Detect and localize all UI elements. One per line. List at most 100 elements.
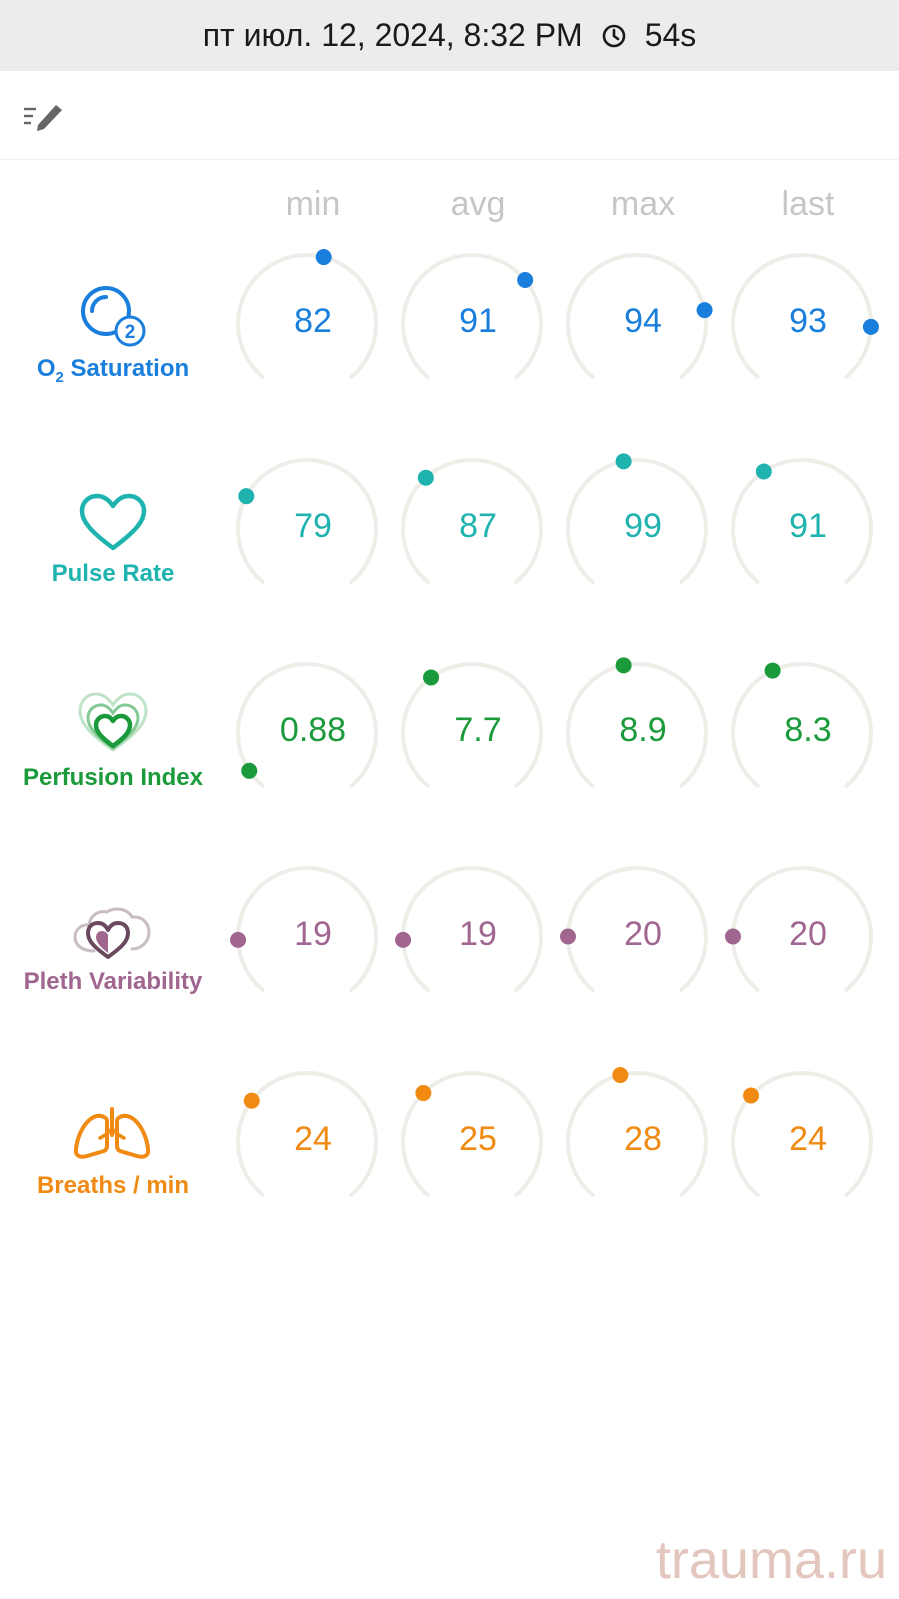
svg-text:2: 2 bbox=[125, 322, 136, 343]
gauge-pulse-last: 91 bbox=[728, 455, 888, 595]
metric-label-pvi: Pleth Variability bbox=[23, 968, 203, 995]
gauge-track bbox=[401, 458, 543, 584]
gauge-o2-last: 93 bbox=[728, 250, 888, 390]
gauge-rr-last: 24 bbox=[728, 1068, 888, 1208]
gauge-graphic bbox=[566, 1067, 708, 1197]
column-header-last: last bbox=[781, 185, 835, 223]
o2-label-rest: Saturation bbox=[63, 355, 190, 382]
gauge-track bbox=[236, 253, 378, 379]
gauge-value: 91 bbox=[459, 302, 497, 340]
gauge-graphic bbox=[236, 1071, 378, 1197]
session-datetime: пт июл. 12, 2024, 8:32 PM bbox=[202, 17, 583, 53]
gauge-track bbox=[236, 1071, 378, 1197]
gauge-track bbox=[731, 866, 873, 992]
gauge-value: 99 bbox=[624, 507, 662, 545]
gauge-graphic bbox=[731, 253, 879, 379]
gauge-indicator-dot bbox=[612, 1067, 629, 1084]
gauge-graphic bbox=[566, 453, 708, 584]
o2-label-main: O bbox=[36, 355, 56, 382]
metric-label-pi: Perfusion Index bbox=[22, 764, 204, 791]
gauge-indicator-dot bbox=[395, 931, 412, 948]
gauge-indicator-dot bbox=[241, 762, 258, 779]
gauge-track bbox=[731, 458, 873, 584]
gauge-track bbox=[401, 253, 543, 379]
column-header-max: max bbox=[610, 185, 676, 223]
gauge-track bbox=[236, 662, 378, 788]
gauge-o2-min: 82 bbox=[233, 249, 393, 390]
gauge-value: 24 bbox=[789, 1120, 827, 1158]
gauge-indicator-dot bbox=[315, 249, 332, 266]
gauge-value: 20 bbox=[789, 915, 827, 953]
gauge-value: 94 bbox=[624, 302, 662, 340]
gauge-track bbox=[401, 662, 543, 788]
gauge-track bbox=[401, 1071, 543, 1197]
gauge-pvi-min: 19 bbox=[230, 863, 393, 1003]
gauge-graphic bbox=[566, 657, 708, 788]
gauge-value: 7.7 bbox=[454, 711, 502, 749]
metric-label-o2: O2 Saturation bbox=[0, 355, 226, 386]
gauge-rr-min: 24 bbox=[233, 1068, 393, 1208]
gauge-pulse-max: 99 bbox=[563, 453, 723, 595]
gauge-value: 20 bbox=[624, 915, 662, 953]
gauge-pi-max: 8.9 bbox=[563, 657, 723, 799]
gauge-value: 93 bbox=[789, 302, 827, 340]
gauge-graphic bbox=[401, 1071, 543, 1197]
gauge-graphic bbox=[401, 253, 543, 379]
gauge-value: 87 bbox=[459, 507, 497, 545]
gauge-value: 19 bbox=[294, 915, 332, 953]
o2-label-sub: 2 bbox=[55, 368, 64, 386]
gauge-value: 8.3 bbox=[784, 711, 832, 749]
gauge-graphic bbox=[401, 458, 543, 584]
gauge-pulse-min: 79 bbox=[233, 455, 393, 595]
edit-notes-button[interactable] bbox=[22, 99, 66, 135]
gauge-track bbox=[566, 662, 708, 788]
gauge-indicator-dot bbox=[862, 318, 879, 335]
gauge-graphic bbox=[731, 1071, 873, 1197]
gauge-indicator-dot bbox=[243, 1092, 260, 1109]
gauge-graphic bbox=[230, 866, 378, 992]
metric-label-rr: Breaths / min bbox=[36, 1172, 190, 1199]
gauge-indicator-dot bbox=[615, 657, 632, 674]
gauge-rr-max: 28 bbox=[563, 1067, 723, 1208]
gauge-indicator-dot bbox=[230, 931, 247, 948]
gauge-pi-min: 0.88 bbox=[233, 659, 393, 799]
toolbar bbox=[0, 71, 899, 160]
gauge-graphic bbox=[566, 253, 713, 379]
status-bar: пт июл. 12, 2024, 8:32 PM 54s bbox=[0, 0, 899, 71]
gauge-graphic bbox=[725, 866, 873, 992]
lungs-icon bbox=[72, 1105, 152, 1166]
watermark: trauma.ru bbox=[655, 1530, 887, 1590]
cloud-heart-icon bbox=[72, 905, 152, 966]
gauge-graphic bbox=[236, 249, 378, 379]
gauge-indicator-dot bbox=[417, 469, 434, 486]
gauge-value: 28 bbox=[624, 1120, 662, 1158]
gauge-track bbox=[236, 458, 378, 584]
gauge-track bbox=[566, 253, 708, 379]
gauge-indicator-dot bbox=[725, 928, 742, 945]
gauge-o2-avg: 91 bbox=[398, 250, 558, 390]
gauge-graphic bbox=[395, 866, 543, 992]
gauge-graphic bbox=[236, 662, 378, 788]
gauge-value: 25 bbox=[459, 1120, 497, 1158]
gauge-indicator-dot bbox=[743, 1087, 760, 1104]
layered-hearts-icon bbox=[76, 690, 150, 759]
clock-icon bbox=[601, 23, 627, 49]
gauge-graphic bbox=[731, 662, 873, 788]
gauge-pulse-avg: 87 bbox=[398, 455, 558, 595]
gauge-value: 79 bbox=[294, 507, 332, 545]
gauge-graphic bbox=[731, 458, 873, 584]
metric-label-pulse: Pulse Rate bbox=[51, 560, 175, 587]
gauge-track bbox=[566, 458, 708, 584]
gauge-track bbox=[731, 662, 873, 788]
gauge-value: 0.88 bbox=[279, 711, 347, 749]
gauge-value: 24 bbox=[294, 1120, 332, 1158]
gauge-track bbox=[566, 866, 708, 992]
gauge-pvi-last: 20 bbox=[725, 863, 888, 1003]
gauge-o2-max: 94 bbox=[563, 250, 723, 390]
gauge-value: 91 bbox=[789, 507, 827, 545]
gauge-indicator-dot bbox=[560, 928, 577, 945]
gauge-graphic bbox=[401, 662, 543, 788]
gauge-value: 8.9 bbox=[619, 711, 667, 749]
o2-bubble-icon: 2 bbox=[80, 285, 146, 352]
gauge-indicator-dot bbox=[423, 669, 440, 686]
